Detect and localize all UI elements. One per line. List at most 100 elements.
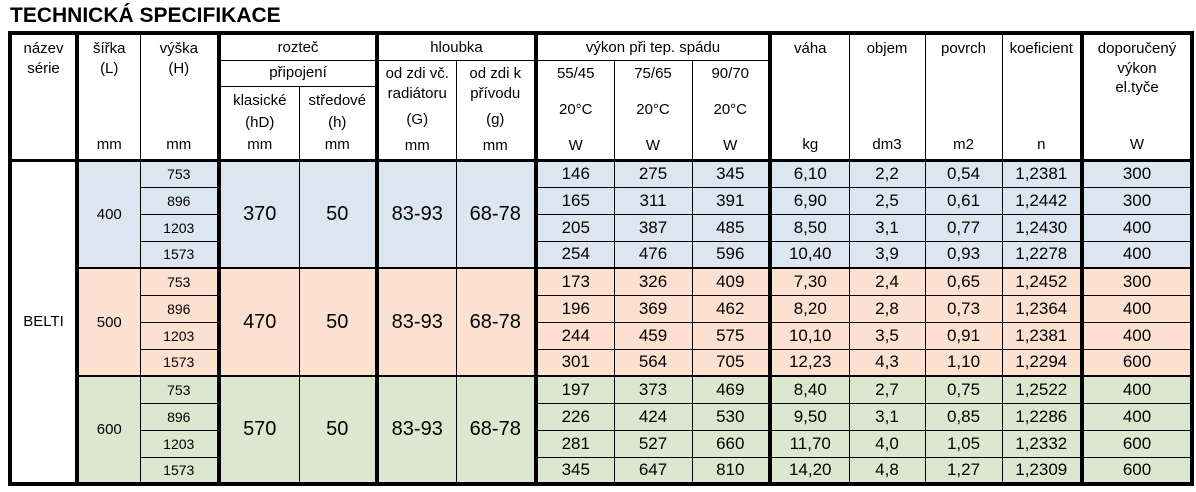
height-cell: 1573 [139,348,221,377]
surface-cell: 1,27 [924,456,1003,485]
header-unit: W [723,136,738,154]
power-75-65-cell: 387 [613,213,693,242]
volume-cell: 3,1 [848,213,926,242]
height-cell: 1203 [139,429,221,458]
power-90-70-cell: 705 [691,348,772,377]
header-label: přívodu [470,84,521,102]
col-header-nazev-serie: název série [9,32,79,162]
weight-cell: 14,20 [769,456,850,485]
col-header-koeficient: koeficient n [1001,32,1084,162]
power-90-70-cell: 345 [691,159,772,188]
header-label: název [23,40,64,58]
table-row: 1203 205 387 485 8,50 3,1 0,77 1,2430 400 [10,213,1193,242]
power-55-45-cell: 165 [535,186,615,215]
col-header-od-zdi-privod: od zdi k přívodu (g) mm [455,59,538,162]
header-sublabel: 20°C [558,100,593,118]
header-sublabel: (L) [100,59,119,77]
group-header-pripojeni: připojení [218,59,379,87]
el-rod-power-cell: 600 [1081,429,1193,458]
header-sublabel: (h) [328,113,347,131]
power-90-70-cell: 575 [691,321,772,350]
surface-cell: 0,61 [924,186,1003,215]
volume-cell: 4,8 [848,456,926,485]
col-header-stredove: středové (h) mm [298,85,379,162]
surface-cell: 0,93 [924,240,1003,269]
power-55-45-cell: 254 [535,240,615,269]
width-cell: 500 [76,267,141,377]
header-unit: mm [482,136,508,154]
coefficient-cell: 1,2278 [1001,240,1084,269]
power-90-70-cell: 660 [691,429,772,458]
group-header-vykon: výkon při tep. spádu [535,32,772,61]
power-55-45-cell: 146 [535,159,615,188]
power-75-65-cell: 275 [613,159,693,188]
height-cell: 1573 [139,456,221,485]
el-rod-power-cell: 300 [1081,267,1193,296]
col-header-doporuceny-vykon: doporučený výkon el.tyče W [1081,32,1193,162]
coefficient-cell: 1,2332 [1001,429,1084,458]
header-unit: mm [247,136,273,153]
header-label: výška [159,40,198,58]
el-rod-power-cell: 400 [1081,294,1193,323]
header-unit: n [1037,135,1046,153]
el-rod-power-cell: 400 [1081,321,1193,350]
coefficient-cell: 1,2430 [1001,213,1084,242]
coefficient-cell: 1,2294 [1001,348,1084,377]
depth-incl-radiator-cell: 83-93 [376,375,457,485]
volume-cell: 3,5 [848,321,926,350]
volume-cell: 2,2 [848,159,926,188]
col-header-vykon-9070: 90/70 20°C W [691,59,772,162]
height-cell: 896 [139,294,221,323]
header-label: radiátoru [387,84,447,102]
el-rod-power-cell: 300 [1081,186,1193,215]
header-unit: kg [802,135,819,153]
coefficient-cell: 1,2522 [1001,375,1084,404]
table-row: 1573 301 564 705 12,23 4,3 1,10 1,2294 600 [10,348,1193,377]
col-header-od-zdi-radiator: od zdi vč. radiátoru (G) mm [376,59,457,162]
power-75-65-cell: 459 [613,321,693,350]
pitch-center-cell: 50 [298,267,379,377]
surface-cell: 1,10 [924,348,1003,377]
header-label: doporučený [1097,40,1177,58]
spec-table: název série šířka (L) mm výška (H) mm ro… [8,31,1194,486]
weight-cell: 6,90 [769,186,850,215]
col-header-vykon-7565: 75/65 20°C W [613,59,693,162]
table-row: 896 165 311 391 6,90 2,5 0,61 1,2442 300 [10,186,1193,215]
col-header-vyska: výška (H) mm [139,32,221,162]
header-label: výkon [1117,59,1157,77]
power-55-45-cell: 226 [535,402,615,431]
volume-cell: 2,8 [848,294,926,323]
header-sublabel: (H) [168,59,190,77]
header-unit: W [568,136,583,154]
header-label: od zdi k [469,65,522,82]
el-rod-power-cell: 600 [1081,456,1193,485]
depth-incl-radiator-cell: 83-93 [376,267,457,377]
height-cell: 1203 [139,213,221,242]
header-label: el.tyče [1115,79,1159,97]
weight-cell: 6,10 [769,159,850,188]
power-90-70-cell: 485 [691,213,772,242]
pitch-center-cell: 50 [298,159,379,269]
col-header-povrch: povrch m2 [924,32,1003,162]
table-row: 896 196 369 462 8,20 2,8 0,73 1,2364 400 [10,294,1193,323]
coefficient-cell: 1,2286 [1001,402,1084,431]
power-90-70-cell: 469 [691,375,772,404]
table-body: BELTI 400 753 370 50 83-93 68-78 146 275 345 6,10 2… [9,159,1193,485]
coefficient-cell: 1,2442 [1001,186,1084,215]
header-sublabel: (g) [486,110,505,128]
weight-cell: 10,10 [769,321,850,350]
header-label: od zdi vč. [385,65,449,82]
surface-cell: 0,85 [924,402,1003,431]
power-90-70-cell: 409 [691,267,772,296]
weight-cell: 8,40 [769,375,850,404]
power-55-45-cell: 205 [535,213,615,242]
header-label: koeficient [1009,40,1073,58]
power-55-45-cell: 244 [535,321,615,350]
height-cell: 896 [139,186,221,215]
depth-to-supply-cell: 68-78 [455,159,538,269]
header-sublabel: 20°C [636,100,670,118]
coefficient-cell: 1,2381 [1001,321,1084,350]
header-unit: m2 [953,135,974,153]
volume-cell: 2,4 [848,267,926,296]
weight-cell: 12,23 [769,348,850,377]
